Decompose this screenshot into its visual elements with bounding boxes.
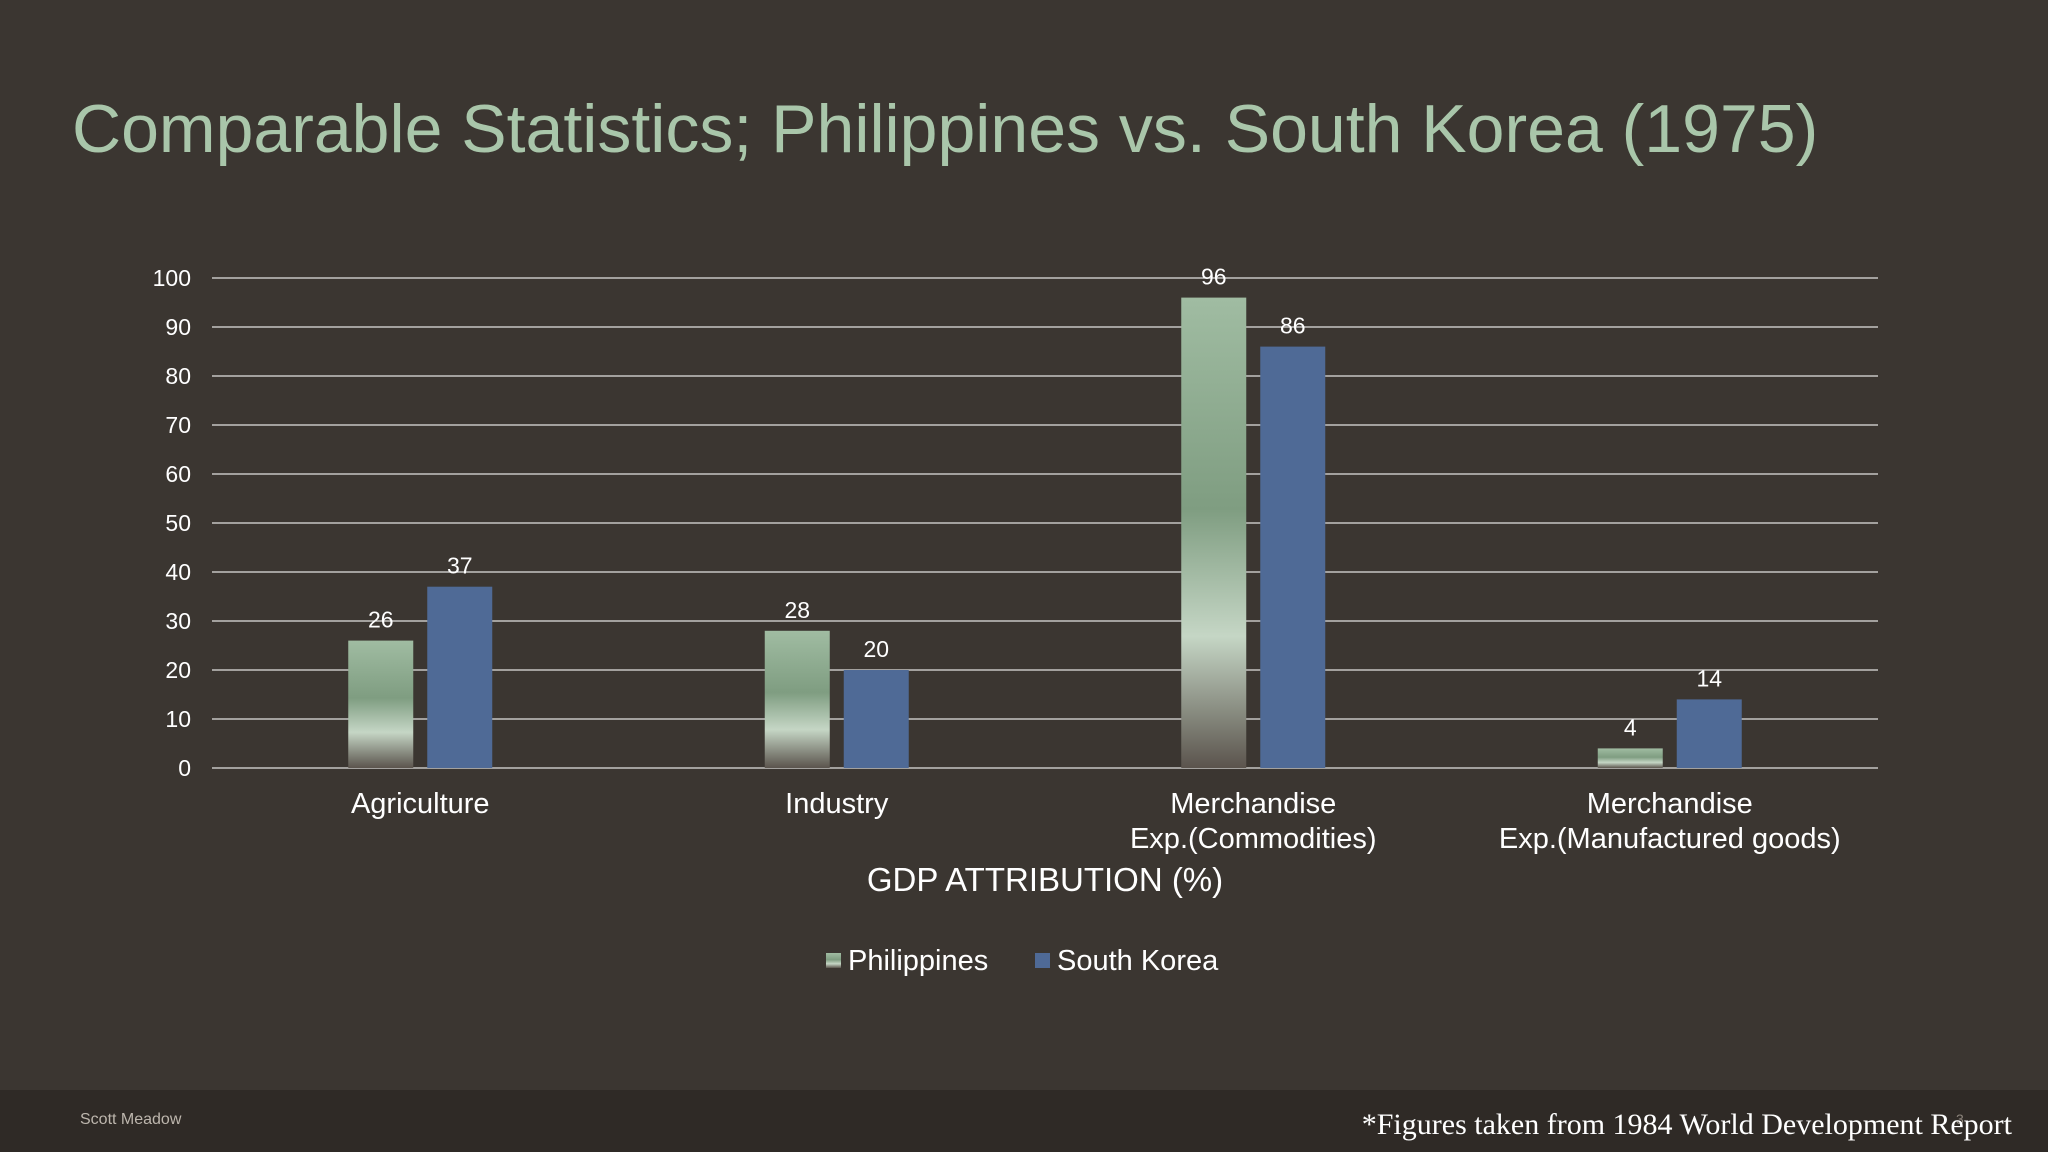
y-tick-label: 30 xyxy=(165,608,191,634)
bar-philippines xyxy=(1181,297,1247,768)
x-axis-title: GDP ATTRIBUTION (%) xyxy=(867,861,1223,898)
x-tick-label: Merchandise xyxy=(1170,788,1336,820)
x-tick-label: Industry xyxy=(785,788,889,820)
y-tick-label: 90 xyxy=(165,314,191,340)
bar-south-korea xyxy=(1260,346,1326,768)
y-tick-label: 100 xyxy=(153,265,191,291)
bar-philippines xyxy=(348,640,414,768)
chart: 0 10 20 30 40 50 60 70 80 90 100 26 37 Agriculture 28 2… xyxy=(153,264,1878,977)
y-tick-label: 60 xyxy=(165,461,191,487)
x-tick-label: Merchandise xyxy=(1587,788,1753,820)
y-tick-label: 0 xyxy=(178,755,191,781)
x-tick-label: Exp.(Manufactured goods) xyxy=(1499,823,1841,855)
data-label: 37 xyxy=(447,553,473,579)
legend-philippines-label: Philippines xyxy=(848,945,988,977)
chart-labels: 0 10 20 30 40 50 60 70 80 90 100 26 37 Agriculture 28 2… xyxy=(153,264,1841,977)
y-tick-label: 40 xyxy=(165,559,191,585)
y-tick-label: 50 xyxy=(165,510,191,536)
footer-bar xyxy=(0,1090,2048,1152)
x-tick-label: Exp.(Commodities) xyxy=(1130,823,1377,855)
data-label: 86 xyxy=(1280,313,1306,339)
data-label: 14 xyxy=(1696,665,1722,691)
data-label: 4 xyxy=(1624,714,1637,740)
legend-philippines-swatch xyxy=(826,953,841,968)
data-label: 28 xyxy=(784,597,810,623)
data-label: 96 xyxy=(1201,264,1227,290)
bar-south-korea xyxy=(1676,699,1742,768)
bar-philippines xyxy=(764,630,830,768)
footer-note: *Figures taken from 1984 World Developme… xyxy=(1361,1108,2012,1141)
bar-south-korea xyxy=(843,670,909,768)
data-label: 20 xyxy=(863,636,889,662)
data-label: 26 xyxy=(368,607,394,633)
y-tick-label: 80 xyxy=(165,363,191,389)
page-number: 3 xyxy=(1956,1111,1964,1127)
x-tick-label: Agriculture xyxy=(351,788,490,820)
legend-south-korea-label: South Korea xyxy=(1057,945,1219,977)
bars xyxy=(348,297,1742,768)
y-tick-label: 20 xyxy=(165,657,191,683)
footer-author: Scott Meadow xyxy=(80,1111,182,1128)
slide-title: Comparable Statistics; Philippines vs. S… xyxy=(72,91,1819,167)
bar-philippines xyxy=(1597,748,1663,768)
legend-south-korea-swatch xyxy=(1035,953,1050,968)
y-tick-label: 70 xyxy=(165,412,191,438)
bar-south-korea xyxy=(427,586,493,768)
y-tick-label: 10 xyxy=(165,706,191,732)
